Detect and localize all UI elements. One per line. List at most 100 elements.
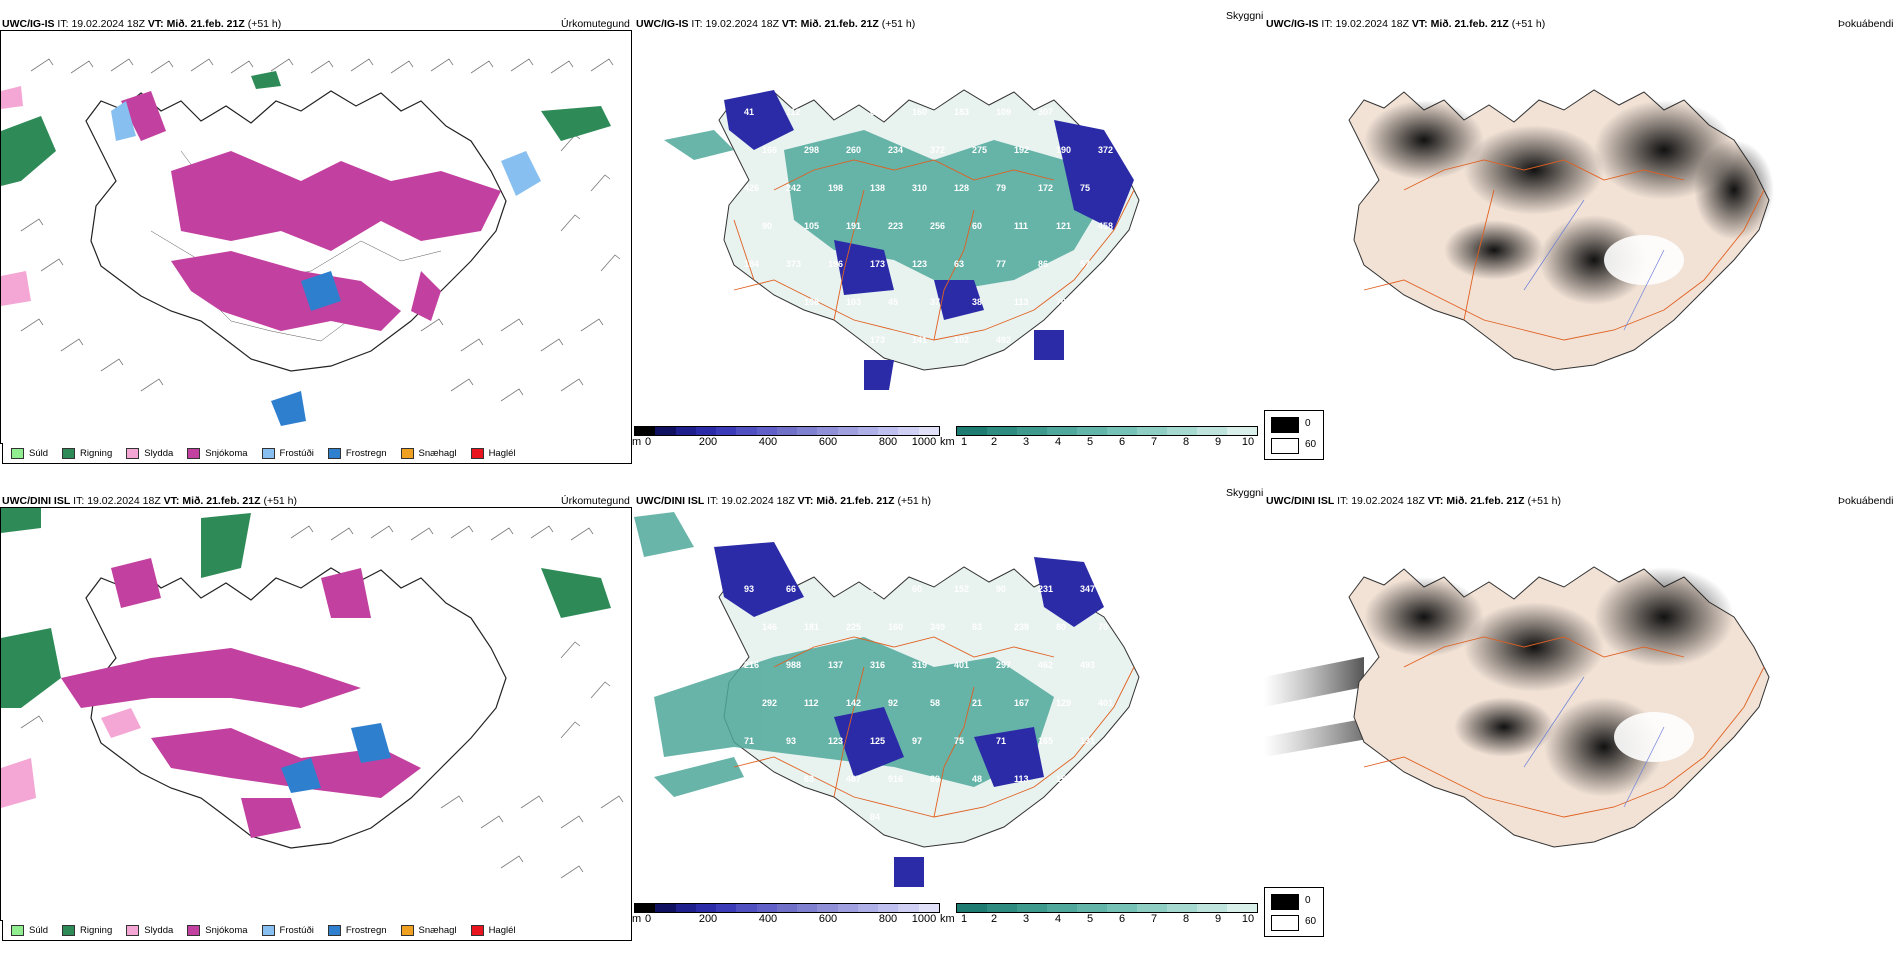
cloudbase-value-label: 102 <box>954 335 969 345</box>
legend-label: Frostregn <box>345 447 387 459</box>
top-ptype-header: UWC/IG-IS IT: 19.02.2024 18Z VT: Mið. 21… <box>2 18 281 30</box>
valid-time: Mið. 21.feb. 21Z <box>166 18 245 30</box>
visibility-ticks: 1 2 3 4 5 6 7 8 9 10 <box>942 436 1262 450</box>
rivers <box>1523 199 1665 331</box>
cloudbase-ticks: 0 200 400 600 800 1000 <box>634 913 940 927</box>
colorbar-segment <box>817 427 838 435</box>
cloudbase-value-label: 916 <box>888 774 903 784</box>
colorbar-segment <box>1017 427 1047 435</box>
cloudbase-value-label: 176 <box>828 335 843 345</box>
frostregn-areas <box>271 271 341 426</box>
tick-label: 200 <box>698 913 718 925</box>
tick-label: 2 <box>990 913 998 925</box>
top-ptype-map <box>0 30 632 444</box>
cloudbase-unit: m <box>632 913 642 925</box>
cloudbase-value-label: 109 <box>744 812 759 822</box>
cloudbase-value-label: 292 <box>762 698 777 708</box>
cloudbase-value-label: 988 <box>786 660 801 670</box>
legend-label: Snjókoma <box>205 924 248 936</box>
legend-label: 60 <box>1305 439 1317 450</box>
cloudbase-value-label: 181 <box>1080 107 1095 117</box>
legend-item: Haglél <box>470 924 516 936</box>
cloudbase-value-label: 426 <box>744 183 759 193</box>
cloudbase-value-label: 310 <box>912 183 927 193</box>
cloudbase-value-label: 173 <box>870 335 885 345</box>
cloudbase-value-label: 167 <box>1014 698 1029 708</box>
colorbar-segment <box>1047 427 1077 435</box>
legend-item: Snæhagl <box>400 924 457 936</box>
cloudbase-value-label: 181 <box>804 622 819 632</box>
bottom-fog-title: Þokuábendi <box>1838 495 1894 507</box>
cloudbase-value-label: 131 <box>786 335 801 345</box>
top-ptype-legend: Súld Rigning Slydda Snjókoma Frostúði Fr… <box>2 443 632 464</box>
top-visibility-scale: km 1 2 3 4 5 6 7 8 9 10 <box>940 426 1262 456</box>
colorbar-segment <box>898 904 919 912</box>
cloudbase-value-label: 70 <box>1056 297 1066 307</box>
cloudbase-value-label: 123 <box>828 736 843 746</box>
colorbar-segment <box>1227 427 1257 435</box>
colorbar-segment <box>695 904 717 912</box>
cloudbase-value-label: 316 <box>870 660 885 670</box>
cloudbase-value-label: 191 <box>846 221 861 231</box>
top-fog-map <box>1264 30 1900 430</box>
it-label: IT: <box>1337 495 1349 507</box>
rain-areas <box>1 508 611 708</box>
cloudbase-value-label: 349 <box>930 622 945 632</box>
model-name: UWC/IG-IS <box>636 18 689 30</box>
roads <box>1363 159 1765 341</box>
cloudbase-value-label: 242 <box>786 183 801 193</box>
vt-label: VT: <box>147 18 164 30</box>
cloudbase-value-label: 298 <box>804 145 819 155</box>
bottom-ptype-panel: UWC/DINI ISL IT: 19.02.2024 18Z VT: Mið.… <box>0 487 632 957</box>
cloudbase-value-label: 137 <box>828 660 843 670</box>
colorbar-segment <box>1017 904 1047 912</box>
colorbar-segment <box>957 904 987 912</box>
cloudbase-value-label: 141 <box>912 335 927 345</box>
lead-time: (+51 h) <box>1527 495 1562 507</box>
legend-label: 0 <box>1305 895 1311 906</box>
colorbar-segment <box>878 427 899 435</box>
cloudbase-value-label: 372 <box>1098 145 1113 155</box>
cloudbase-value-label: 216 <box>744 660 759 670</box>
visibility-colorbar <box>956 426 1258 436</box>
colorbar-segment <box>1137 427 1167 435</box>
legend-label: Frostregn <box>345 924 387 936</box>
it-label: IT: <box>691 18 703 30</box>
fog-areas <box>1364 100 1774 305</box>
frostregn-areas <box>281 723 391 793</box>
legend-item: Rigning <box>62 924 112 936</box>
colorbar-segment <box>837 904 858 912</box>
visibility-areas <box>634 512 1054 797</box>
cloudbase-areas <box>724 90 1134 390</box>
legend-label: Slydda <box>144 924 174 936</box>
legend-swatch <box>11 447 24 459</box>
cloudbase-value-label: 80 <box>1056 622 1066 632</box>
model-name: UWC/IG-IS <box>2 18 55 30</box>
visibility-ticks: 1 2 3 4 5 6 7 8 9 10 <box>942 913 1262 927</box>
legend-swatch <box>400 924 414 936</box>
init-time: 19.02.2024 18Z <box>721 495 795 507</box>
init-time: 19.02.2024 18Z <box>1351 495 1425 507</box>
top-ptype-map-svg <box>1 31 631 443</box>
lead-time: (+51 h) <box>881 18 916 30</box>
top-ptype-title: Úrkomutegund <box>561 18 630 30</box>
legend-swatch <box>62 924 76 936</box>
tick-label: 1 <box>960 436 968 448</box>
cloudbase-value-label: 190 <box>1056 145 1071 155</box>
legend-swatch <box>126 924 140 936</box>
bottom-cloud-title: Skyggni <box>1226 487 1264 499</box>
clear-areas <box>1614 712 1694 762</box>
tick-label: 0 <box>644 436 652 448</box>
legend-swatch <box>1271 417 1299 433</box>
legend-item: Snjókoma <box>187 447 248 459</box>
roads <box>733 159 1135 341</box>
legend-item: Súld <box>11 924 48 936</box>
legend-swatch <box>400 447 414 459</box>
colorbar-segment <box>675 427 696 435</box>
top-fog-title: Þokuábendi <box>1838 18 1894 30</box>
colorbar-segment <box>878 904 899 912</box>
model-name: UWC/DINI ISL <box>1266 495 1335 507</box>
colorbar-segment <box>1167 427 1197 435</box>
